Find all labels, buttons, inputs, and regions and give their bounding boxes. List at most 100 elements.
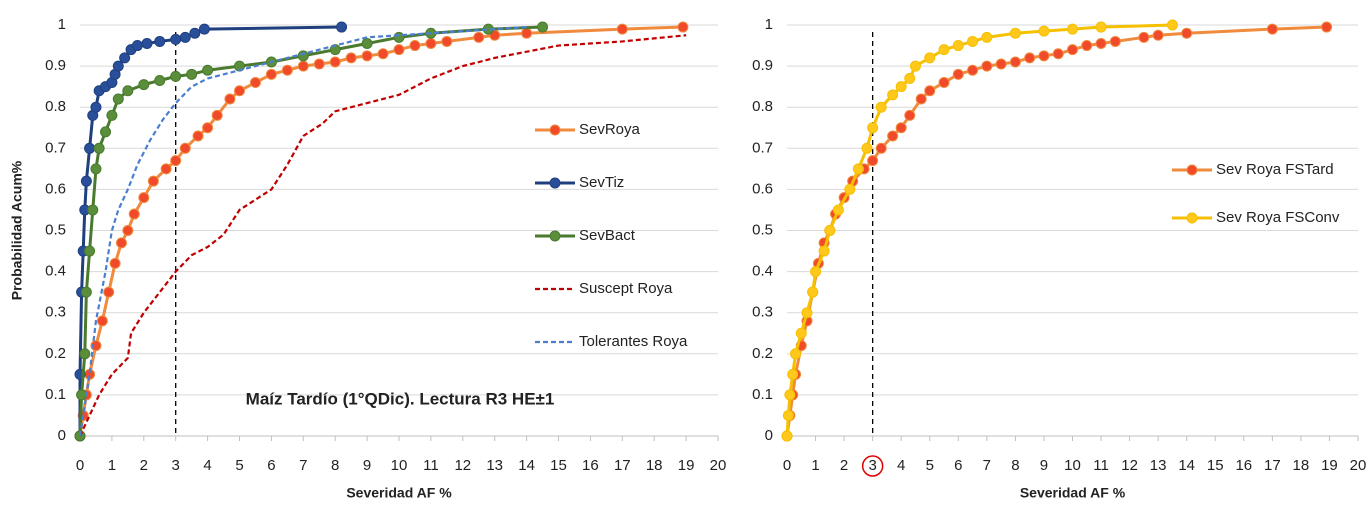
y-tick-label: 0 (58, 427, 66, 444)
data-point (186, 68, 198, 80)
data-point (1067, 23, 1078, 35)
data-point (1009, 27, 1021, 39)
legend-label: SevTiz (579, 174, 624, 191)
data-point (87, 204, 99, 216)
data-point (1321, 21, 1333, 33)
data-point (1109, 35, 1121, 47)
series-line (79, 34, 687, 437)
y-tick-label: 0.6 (45, 180, 66, 197)
x-tick-label: 1 (108, 457, 116, 474)
data-point (810, 266, 822, 278)
data-point (179, 142, 191, 154)
data-point (170, 155, 182, 167)
data-point (80, 175, 92, 187)
data-point (80, 286, 92, 298)
x-tick-label: 18 (1293, 457, 1310, 474)
x-axis-title: Severidad AF % (346, 485, 452, 501)
data-point (1095, 21, 1107, 33)
data-point (677, 21, 689, 33)
data-point (967, 35, 979, 47)
data-point (952, 40, 964, 52)
data-point (1067, 44, 1078, 56)
y-tick-label: 1 (765, 16, 773, 33)
legend-label: SevBact (579, 227, 636, 244)
x-tick-label: 7 (983, 457, 991, 474)
data-point (895, 122, 907, 134)
x-tick-label: 5 (235, 457, 243, 474)
data-point (138, 192, 150, 204)
annotation: Maíz Tardío (1°QDic). Lectura R3 HE±1 (246, 389, 555, 408)
data-point (393, 31, 405, 43)
series-line (78, 25, 342, 436)
y-tick-label: 0.7 (752, 139, 773, 156)
x-tick-label: 17 (1264, 457, 1281, 474)
data-point (784, 389, 796, 401)
y-tick-label: 0.7 (45, 139, 66, 156)
data-point (122, 85, 134, 97)
data-point (875, 101, 887, 113)
data-point (202, 122, 214, 134)
data-point (313, 58, 325, 70)
data-point (938, 44, 950, 56)
data-point (924, 52, 936, 64)
data-point (106, 109, 118, 121)
y-axis-title: Probabilidad Acum% (9, 160, 25, 300)
data-point (795, 327, 807, 339)
data-point (995, 58, 1007, 70)
data-point (537, 21, 549, 33)
data-point (122, 225, 134, 236)
x-tick-label: 10 (1064, 457, 1081, 474)
x-tick-label: 18 (646, 457, 663, 474)
x-tick-label: 14 (1178, 457, 1195, 474)
x-tick-label: 3 (868, 457, 876, 474)
data-point (224, 93, 236, 105)
data-point (192, 130, 204, 142)
data-point (952, 68, 964, 80)
data-point (361, 37, 373, 49)
x-tick-label: 16 (1235, 457, 1252, 474)
x-tick-label: 6 (954, 457, 962, 474)
data-point (844, 183, 856, 195)
data-point (782, 409, 794, 421)
x-tick-label: 2 (140, 457, 148, 474)
data-point (787, 368, 799, 380)
data-point (90, 163, 102, 175)
data-point (96, 315, 108, 327)
y-tick-label: 0.3 (752, 304, 773, 321)
data-point (924, 85, 936, 97)
series-line (785, 25, 1327, 437)
y-tick-label: 0.8 (45, 98, 66, 115)
data-point (361, 50, 373, 62)
y-tick-label: 0.9 (45, 57, 66, 74)
data-point (938, 77, 950, 89)
data-point (1024, 52, 1036, 64)
data-point (249, 77, 261, 89)
x-tick-label: 20 (1350, 457, 1367, 474)
data-point (336, 21, 348, 33)
data-point (90, 101, 102, 113)
data-point (100, 126, 112, 138)
data-point (904, 109, 916, 121)
x-tick-label: 13 (486, 457, 503, 474)
data-point (867, 122, 879, 134)
data-point (297, 50, 309, 62)
x-tick-label: 12 (1121, 457, 1138, 474)
data-point (895, 81, 907, 93)
x-tick-label: 17 (614, 457, 631, 474)
data-point (179, 31, 191, 43)
y-tick-label: 0.5 (752, 221, 773, 238)
data-point (1166, 19, 1178, 31)
data-point (76, 389, 88, 401)
data-point (981, 60, 993, 72)
x-tick-label: 9 (1040, 457, 1048, 474)
data-point (904, 72, 916, 84)
x-tick-label: 14 (518, 457, 535, 474)
y-tick-label: 0.1 (45, 386, 66, 403)
data-point (807, 286, 819, 298)
x-tick-label: 8 (331, 457, 339, 474)
y-tick-label: 0.1 (752, 386, 773, 403)
data-point (115, 237, 127, 249)
data-point (967, 64, 979, 76)
data-point (297, 60, 309, 72)
data-point (170, 70, 182, 82)
